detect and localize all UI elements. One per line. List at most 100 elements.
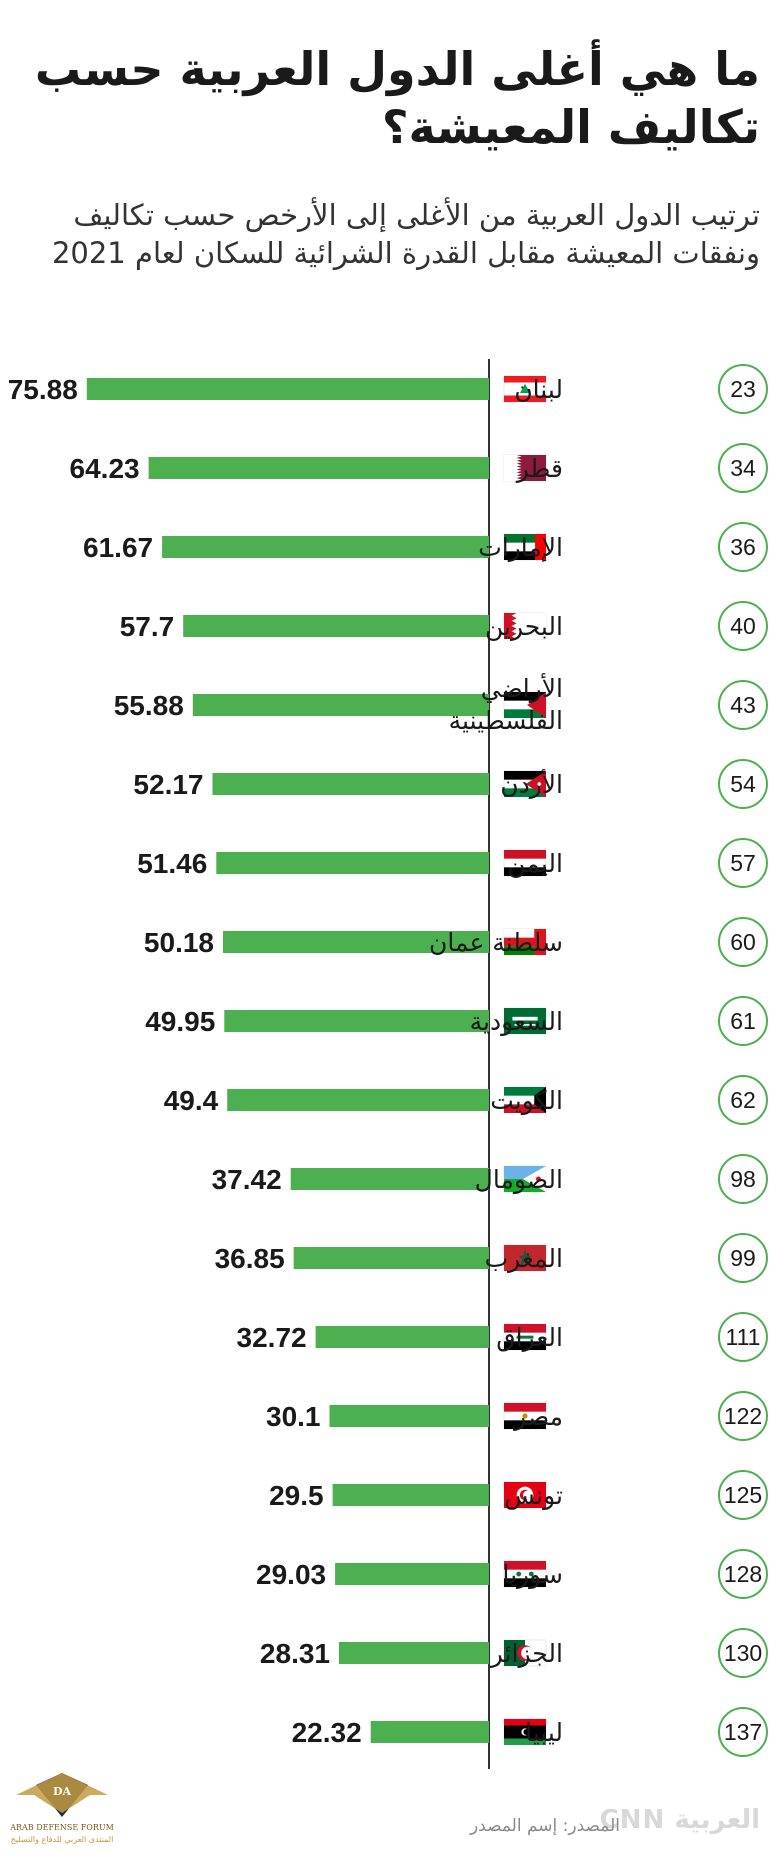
value-label: 29.5 xyxy=(269,1480,324,1511)
forum-name-arabic: المنتدى العربي للدفاع والتسليح xyxy=(10,1835,114,1844)
forum-emblem-icon: DA xyxy=(16,1773,108,1817)
rank-label: 43 xyxy=(730,692,756,718)
forum-name: ARAB DEFENSE FORUM xyxy=(10,1823,114,1832)
rank-badge xyxy=(718,1233,768,1283)
morocco-flag-icon xyxy=(503,1244,547,1272)
rank-badge xyxy=(718,759,768,809)
country-label: ليبيا xyxy=(525,1718,563,1747)
value-label: 37.42 xyxy=(212,1164,282,1195)
forum-logo: DA ARAB DEFENSE FORUM المنتدى العربي للد… xyxy=(6,1765,118,1849)
bar xyxy=(339,1642,489,1664)
rank-label: 62 xyxy=(730,1087,756,1113)
rank-badge xyxy=(718,917,768,967)
bar xyxy=(290,1168,489,1190)
value-label: 32.72 xyxy=(237,1322,307,1353)
value-label: 55.88 xyxy=(114,690,184,721)
bar xyxy=(212,773,489,795)
country-label: سلطنة عمان xyxy=(429,928,563,957)
kuwait-flag-icon xyxy=(503,1086,547,1114)
jordan-flag-icon xyxy=(503,770,547,798)
rank-label: 122 xyxy=(724,1403,762,1429)
value-label: 49.4 xyxy=(164,1085,219,1116)
rank-label: 23 xyxy=(730,376,756,402)
value-label: 22.32 xyxy=(292,1717,362,1748)
country-label: مصر xyxy=(512,1402,563,1431)
value-label: 29.03 xyxy=(256,1559,326,1590)
rank-badge xyxy=(718,522,768,572)
rank-badge xyxy=(718,680,768,730)
libya-flag-icon xyxy=(503,1718,547,1746)
country-label: الأراضي الفلسطينية xyxy=(449,672,563,735)
rank-badge xyxy=(718,443,768,493)
rank-label: 54 xyxy=(730,771,756,797)
palestine-flag-icon xyxy=(503,691,547,719)
value-label: 28.31 xyxy=(260,1638,330,1669)
yemen-flag-icon xyxy=(503,849,547,877)
bar xyxy=(192,694,490,716)
country-label: العراق xyxy=(496,1323,563,1352)
chart-title: ما هي أغلى الدول العربية حسب تكاليف المع… xyxy=(34,42,760,154)
bahrain-flag-icon xyxy=(503,612,547,640)
rank-badge xyxy=(718,996,768,1046)
rank-label: 34 xyxy=(730,455,756,481)
rank-badge xyxy=(718,1312,768,1362)
rank-label: 111 xyxy=(726,1324,761,1350)
rank-label: 98 xyxy=(730,1166,756,1192)
value-label: 57.7 xyxy=(120,611,175,642)
country-label: المغرب xyxy=(485,1244,563,1273)
country-label: الصومال xyxy=(475,1165,563,1194)
bar xyxy=(148,457,489,479)
rank-label: 36 xyxy=(730,534,756,560)
rank-badge xyxy=(718,1154,768,1204)
bar xyxy=(315,1326,489,1348)
country-label: الأردن xyxy=(500,768,563,799)
bar xyxy=(162,536,489,558)
rank-badge xyxy=(718,1628,768,1678)
rank-label: 57 xyxy=(730,850,756,876)
country-label: لبنان xyxy=(514,375,563,404)
rank-label: 137 xyxy=(724,1719,762,1745)
rank-label: 61 xyxy=(730,1008,756,1034)
qatar-flag-icon xyxy=(503,454,547,482)
bar xyxy=(329,1405,489,1427)
value-label: 64.23 xyxy=(70,453,140,484)
rank-badge xyxy=(718,1391,768,1441)
value-label: 75.88 xyxy=(8,374,78,405)
country-label: السعودية xyxy=(470,1007,563,1036)
algeria-flag-icon xyxy=(503,1639,547,1667)
rank-badge xyxy=(718,838,768,888)
rank-label: 130 xyxy=(724,1640,762,1666)
source-note: المصدر: إسم المصدر xyxy=(469,1816,620,1836)
value-label: 50.18 xyxy=(144,927,214,958)
value-label: 49.95 xyxy=(145,1006,215,1037)
rank-badge xyxy=(718,1549,768,1599)
bar xyxy=(293,1247,489,1269)
rank-label: 125 xyxy=(724,1482,762,1508)
bar xyxy=(183,615,489,637)
value-label: 61.67 xyxy=(83,532,153,563)
saudi-flag-icon xyxy=(503,1007,547,1035)
country-label: قطر xyxy=(515,454,563,483)
rank-badge xyxy=(718,1707,768,1757)
value-label: 36.85 xyxy=(215,1243,285,1274)
rank-badge xyxy=(718,1470,768,1520)
brand-logo: العربية CNN xyxy=(599,1805,760,1835)
bar xyxy=(216,852,490,874)
bar xyxy=(223,931,489,953)
chart-subtitle: ترتيب الدول العربية من الأغلى إلى الأرخص… xyxy=(51,198,760,270)
uae-flag-icon xyxy=(503,533,547,561)
bar xyxy=(335,1563,489,1585)
bar xyxy=(227,1089,489,1111)
country-label: الجزائر xyxy=(489,1639,563,1668)
rank-badge xyxy=(718,364,768,414)
rank-label: 99 xyxy=(730,1245,756,1271)
rank-label: 40 xyxy=(730,613,756,639)
djibouti-flag-icon xyxy=(503,1165,547,1193)
forum-initials: DA xyxy=(53,1785,72,1798)
oman-flag-icon xyxy=(503,928,547,956)
rank-badge xyxy=(718,601,768,651)
bar xyxy=(86,378,490,400)
iraq-flag-icon xyxy=(503,1323,547,1351)
value-label: 30.1 xyxy=(266,1401,321,1432)
